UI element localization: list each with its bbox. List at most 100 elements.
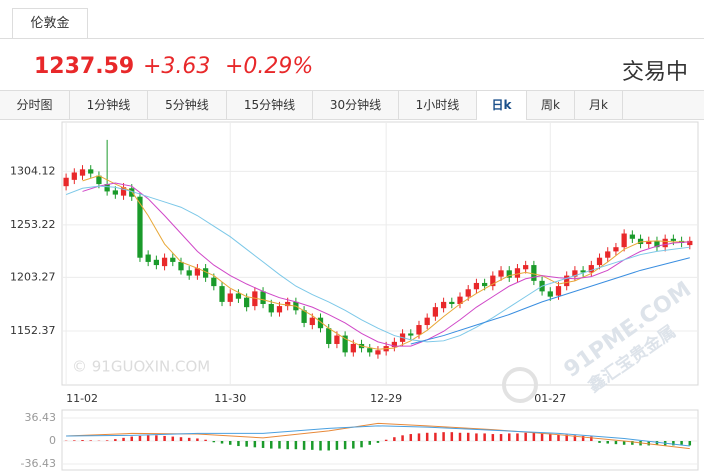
macd-bar bbox=[581, 435, 585, 441]
period-tab[interactable]: 分时图 bbox=[0, 91, 70, 119]
candle-body bbox=[432, 307, 439, 317]
candle-body bbox=[252, 291, 258, 307]
period-tab[interactable]: 5分钟线 bbox=[148, 91, 227, 119]
period-tab[interactable]: 1分钟线 bbox=[70, 91, 148, 119]
candle-body bbox=[227, 293, 233, 302]
macd-bar bbox=[466, 432, 470, 441]
macd-bar bbox=[606, 441, 609, 444]
instrument-tab[interactable]: 伦敦金 bbox=[12, 8, 88, 39]
macd-bar bbox=[245, 441, 248, 447]
candle-body bbox=[580, 270, 586, 273]
macd-bar bbox=[270, 441, 273, 449]
period-tab[interactable]: 15分钟线 bbox=[227, 91, 313, 119]
candle-body bbox=[309, 317, 315, 326]
candle-body bbox=[465, 289, 471, 297]
macd-bar bbox=[565, 434, 568, 441]
macd-bar bbox=[540, 433, 544, 441]
macd-bar bbox=[417, 433, 421, 441]
macd-bar bbox=[286, 441, 289, 450]
candle-body bbox=[613, 247, 619, 252]
macd-bar bbox=[130, 436, 134, 441]
candle-body bbox=[637, 238, 644, 245]
macd-bar bbox=[508, 433, 511, 441]
candle-body bbox=[555, 286, 562, 296]
macd-bar bbox=[368, 441, 371, 445]
candle-body bbox=[71, 172, 77, 180]
macd-bar bbox=[114, 439, 117, 441]
moving-average bbox=[82, 175, 690, 350]
macd-bar bbox=[425, 432, 429, 441]
candle-body bbox=[104, 184, 110, 192]
candle-body bbox=[219, 286, 225, 302]
macd-line bbox=[66, 425, 690, 447]
macd-bar bbox=[179, 437, 183, 441]
period-tab[interactable]: 1小时线 bbox=[399, 91, 477, 119]
candle-body bbox=[416, 325, 422, 335]
macd-bar bbox=[573, 435, 577, 441]
macd-bar bbox=[549, 434, 552, 441]
macd-bar bbox=[475, 433, 478, 441]
candle-body bbox=[211, 277, 217, 287]
status: 交易中 bbox=[621, 60, 688, 85]
candle-body bbox=[670, 238, 677, 241]
candle-body bbox=[588, 265, 594, 273]
candle-body bbox=[605, 251, 611, 258]
macd-bar bbox=[360, 441, 363, 448]
candle-body bbox=[367, 348, 373, 353]
moving-average bbox=[82, 182, 690, 347]
candle-body bbox=[662, 238, 668, 248]
macd-bar bbox=[680, 441, 683, 445]
candle-body bbox=[268, 303, 274, 313]
candle-body bbox=[646, 240, 652, 245]
macd-bar bbox=[237, 441, 240, 447]
macd-bar bbox=[434, 432, 437, 441]
candle-body bbox=[161, 257, 168, 267]
candle-body bbox=[112, 190, 118, 195]
macd-bar bbox=[228, 441, 232, 445]
period-tab[interactable]: 月k bbox=[575, 91, 623, 119]
candle-body bbox=[408, 333, 414, 336]
macd-bar bbox=[220, 441, 224, 444]
period-tab[interactable]: 日k bbox=[477, 91, 527, 120]
macd-bar bbox=[89, 440, 92, 441]
macd-bar bbox=[163, 435, 166, 441]
period-tab[interactable]: 30分钟线 bbox=[313, 91, 399, 119]
candle-body bbox=[301, 310, 307, 323]
period-tab[interactable]: 周k bbox=[527, 91, 575, 119]
candle-body bbox=[88, 169, 94, 174]
macd-bar bbox=[598, 441, 601, 443]
candle-body bbox=[531, 265, 537, 281]
candle-body bbox=[79, 169, 86, 176]
macd-bar bbox=[335, 441, 339, 450]
candle-body bbox=[687, 240, 693, 246]
candle-body bbox=[96, 175, 102, 185]
macd-bar bbox=[647, 441, 651, 446]
macd-bar bbox=[196, 438, 199, 441]
macd-bar bbox=[672, 441, 675, 446]
candle-body bbox=[629, 234, 635, 239]
macd-bar bbox=[73, 440, 76, 441]
macd-bar bbox=[122, 437, 125, 441]
candle-body bbox=[244, 297, 250, 308]
candle-body bbox=[596, 257, 603, 266]
macd-bar bbox=[302, 441, 306, 450]
macd-bar bbox=[614, 441, 618, 445]
candle-body bbox=[260, 291, 266, 304]
x-tick-label: 11-30 bbox=[214, 392, 246, 405]
macd-tick-label: 36.43 bbox=[25, 411, 57, 424]
price: 1237.59 bbox=[34, 54, 135, 79]
change: +3.63 bbox=[143, 54, 211, 79]
candle-body bbox=[120, 187, 127, 196]
watermark-logo bbox=[502, 367, 538, 403]
macd-bar bbox=[516, 433, 519, 441]
percent: +0.29% bbox=[225, 54, 314, 79]
candle-body bbox=[473, 282, 480, 290]
candle-body bbox=[350, 343, 356, 353]
candle-body bbox=[391, 341, 397, 348]
candle-body bbox=[424, 317, 430, 326]
macd-bar bbox=[81, 440, 84, 441]
moving-average bbox=[65, 185, 690, 343]
candle-body bbox=[482, 282, 488, 287]
